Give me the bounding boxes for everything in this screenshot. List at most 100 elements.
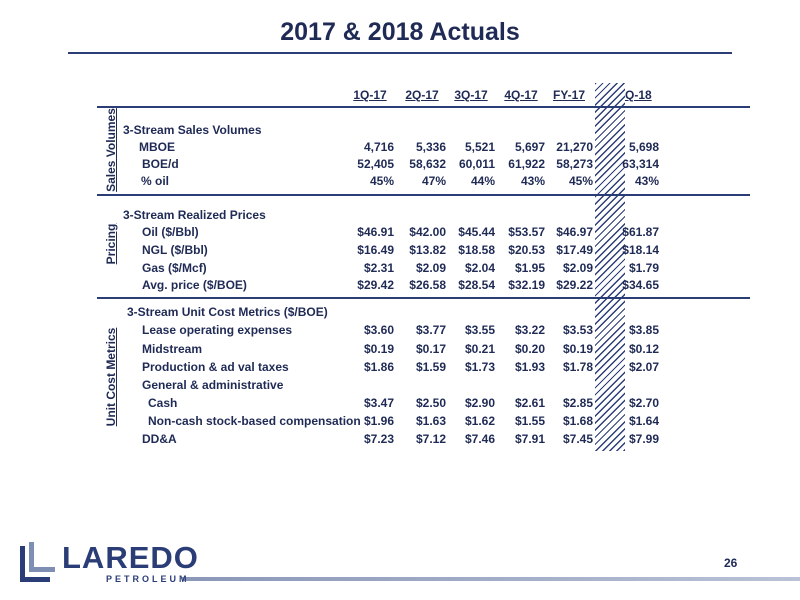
- table-cell: $1.55: [514, 414, 545, 428]
- row-label: Lease operating expenses: [142, 323, 293, 337]
- table-cell: 58,273: [556, 157, 593, 171]
- table-cell: $20.53: [508, 243, 545, 257]
- table-row: Production & ad val taxes $1.86 $1.59 $1.73…: [0, 360, 800, 377]
- table-cell: $0.19: [562, 342, 593, 356]
- table-row: % oil 45% 47% 44% 43% 45% 43%: [0, 174, 800, 191]
- table-cell: $1.86: [363, 360, 394, 374]
- section-heading-label: 3-Stream Unit Cost Metrics ($/BOE): [127, 305, 328, 319]
- section-heading: 3-Stream Realized Prices: [0, 208, 800, 225]
- table-row: BOE/d 52,405 58,632 60,011 61,922 58,273 63,31…: [0, 157, 800, 174]
- table-cell: $32.19: [508, 278, 545, 292]
- table-cell: $2.61: [514, 396, 545, 410]
- table-row: Oil ($/Bbl) $46.91 $42.00 $45.44 $53.57 $46.9…: [0, 225, 800, 242]
- col-header: FY-17: [552, 88, 585, 102]
- table-cell: $1.96: [363, 414, 394, 428]
- table-cell: $3.77: [415, 323, 446, 337]
- row-label: Gas ($/Mcf): [142, 261, 207, 275]
- section-heading-label: 3-Stream Realized Prices: [123, 208, 266, 222]
- table-cell: 47%: [421, 174, 446, 188]
- table-row: MBOE 4,716 5,336 5,521 5,697 21,270 5,698: [0, 140, 800, 157]
- table-cell: $1.93: [514, 360, 545, 374]
- table-cell: $7.99: [628, 432, 659, 446]
- row-label: NGL ($/Bbl): [142, 243, 208, 257]
- table-cell: $7.23: [363, 432, 394, 446]
- table-cell: $2.31: [363, 261, 394, 275]
- table-cell: $46.97: [556, 225, 593, 239]
- logo-wordmark: LAREDO: [62, 540, 199, 575]
- row-label: Cash: [148, 396, 178, 410]
- page-title: 2017 & 2018 Actuals: [280, 18, 520, 46]
- table-cell: $61.87: [622, 225, 659, 239]
- footer-divider: [182, 577, 800, 581]
- row-label: % oil: [141, 174, 170, 188]
- table-cell: $0.12: [628, 342, 659, 356]
- row-label: DD&A: [142, 432, 177, 446]
- col-header: 3Q-17: [454, 88, 488, 102]
- table-cell: $0.17: [415, 342, 446, 356]
- table-cell: $1.68: [562, 414, 593, 428]
- table-cell: $17.49: [556, 243, 593, 257]
- table-cell: $1.63: [415, 414, 446, 428]
- table-cell: $2.90: [464, 396, 495, 410]
- section-divider: [97, 297, 750, 299]
- table-cell: $1.73: [464, 360, 495, 374]
- row-label: Oil ($/Bbl): [142, 225, 199, 239]
- table-cell: $1.62: [464, 414, 495, 428]
- section-divider: [97, 194, 750, 196]
- section-divider: [97, 106, 750, 108]
- table-cell: $53.57: [508, 225, 545, 239]
- table-cell: 43%: [520, 174, 545, 188]
- table-row: Cash $3.47 $2.50 $2.90 $2.61 $2.85 $2.70: [0, 396, 800, 413]
- table-cell: $7.45: [562, 432, 593, 446]
- table-cell: 5,698: [628, 140, 659, 154]
- table-cell: 44%: [470, 174, 495, 188]
- table-cell: 52,405: [357, 157, 394, 171]
- table-cell: $18.58: [458, 243, 495, 257]
- table-cell: $7.91: [514, 432, 545, 446]
- table-cell: $1.59: [415, 360, 446, 374]
- table-cell: $2.04: [464, 261, 495, 275]
- section-heading: 3-Stream Unit Cost Metrics ($/BOE): [0, 305, 800, 322]
- table-cell: $45.44: [458, 225, 495, 239]
- table-cell: $1.79: [628, 261, 659, 275]
- table-cell: 63,314: [622, 157, 659, 171]
- table-cell: $28.54: [458, 278, 495, 292]
- table-cell: $3.60: [363, 323, 394, 337]
- table-cell: $0.19: [363, 342, 394, 356]
- table-cell: 43%: [634, 174, 659, 188]
- table-cell: $18.14: [622, 243, 659, 257]
- col-header: 4Q-17: [504, 88, 538, 102]
- table-cell: 58,632: [409, 157, 446, 171]
- table-cell: 60,011: [458, 157, 495, 171]
- row-label: Midstream: [142, 342, 203, 356]
- row-label: Production & ad val taxes: [142, 360, 289, 374]
- table-cell: $7.12: [415, 432, 446, 446]
- table-cell: $3.53: [562, 323, 593, 337]
- table-row: NGL ($/Bbl) $16.49 $13.82 $18.58 $20.53 $17.4…: [0, 243, 800, 260]
- table-cell: $2.50: [415, 396, 446, 410]
- col-header: 2Q-17: [405, 88, 439, 102]
- table-cell: $29.42: [357, 278, 394, 292]
- table-cell: 4,716: [363, 140, 394, 154]
- title-divider: [68, 52, 732, 54]
- company-logo: LAREDO PETROLEUM: [18, 540, 198, 590]
- table-cell: 61,922: [508, 157, 545, 171]
- table-cell: $7.46: [464, 432, 495, 446]
- table-cell: $2.85: [562, 396, 593, 410]
- table-cell: $1.64: [628, 414, 659, 428]
- table-cell: $2.07: [628, 360, 659, 374]
- table-cell: $42.00: [409, 225, 446, 239]
- row-label: BOE/d: [142, 157, 179, 171]
- table-cell: $16.49: [357, 243, 394, 257]
- section-heading-label: 3-Stream Sales Volumes: [123, 123, 262, 137]
- table-row: Midstream $0.19 $0.17 $0.21 $0.20 $0.19 $0.12: [0, 342, 800, 359]
- section-heading: 3-Stream Sales Volumes: [0, 123, 800, 140]
- table-row: General & administrative: [0, 378, 800, 395]
- table-row: DD&A $7.23 $7.12 $7.46 $7.91 $7.45 $7.99: [0, 432, 800, 449]
- row-label: Avg. price ($/BOE): [142, 278, 247, 292]
- table-cell: $29.22: [556, 278, 593, 292]
- table-cell: 21,270: [556, 140, 593, 154]
- table-cell: 5,336: [415, 140, 446, 154]
- table-cell: 5,521: [464, 140, 495, 154]
- table-cell: $3.55: [464, 323, 495, 337]
